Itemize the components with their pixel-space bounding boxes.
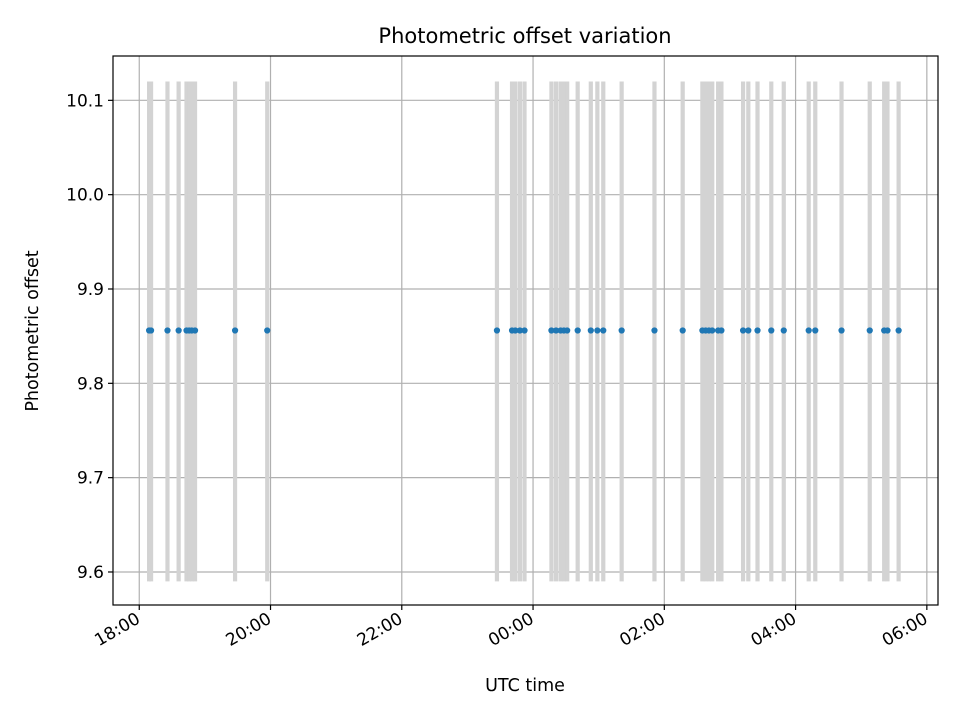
- y-axis: 9.6 9.7 9.8 9.9 10.0 10.1: [66, 91, 113, 583]
- x-tick-label: 18:00: [91, 609, 143, 651]
- data-point: [175, 327, 182, 334]
- data-point: [191, 327, 199, 334]
- data-point: [264, 327, 271, 334]
- data-point: [768, 327, 775, 334]
- data-point: [812, 327, 819, 334]
- data-point: [805, 327, 812, 334]
- data-point: [895, 327, 902, 334]
- data-points: [145, 327, 902, 334]
- data-point: [587, 327, 594, 334]
- data-point: [739, 327, 747, 334]
- data-point: [679, 327, 686, 334]
- data-point: [754, 327, 761, 334]
- x-axis-title: UTC time: [485, 676, 565, 696]
- data-point: [516, 327, 524, 334]
- data-point: [618, 327, 625, 334]
- data-point: [493, 327, 501, 334]
- data-point: [884, 327, 891, 334]
- y-tick-label: 10.0: [66, 186, 104, 206]
- x-tick-label: 04:00: [748, 609, 800, 651]
- x-tick-label: 22:00: [354, 609, 406, 651]
- y-tick-label: 9.9: [77, 280, 104, 300]
- data-point: [564, 327, 571, 334]
- data-point: [552, 327, 560, 334]
- x-tick-label: 02:00: [616, 609, 668, 651]
- data-point: [709, 327, 716, 334]
- data-point: [521, 327, 528, 334]
- data-point: [512, 327, 519, 334]
- data-point: [780, 327, 787, 334]
- data-point: [651, 327, 658, 334]
- data-point: [548, 327, 555, 334]
- x-tick-label: 00:00: [485, 609, 537, 651]
- x-axis: 18:00 20:00 22:00 00:00 02:00 04:00 06:00: [91, 605, 931, 651]
- data-point: [594, 327, 601, 334]
- data-point: [231, 327, 239, 334]
- chart-title: Photometric offset variation: [378, 24, 671, 48]
- data-point: [718, 327, 725, 334]
- y-tick-label: 9.6: [77, 563, 104, 583]
- x-tick-label: 06:00: [879, 609, 931, 651]
- y-tick-label: 9.8: [77, 374, 104, 394]
- plot-frame: [112, 55, 939, 606]
- y-tick-label: 10.1: [66, 91, 104, 111]
- y-tick-label: 9.7: [77, 469, 104, 489]
- data-point: [745, 327, 752, 334]
- data-point: [147, 327, 155, 334]
- data-point: [866, 327, 873, 334]
- data-point: [600, 327, 607, 334]
- data-point: [164, 327, 171, 334]
- x-tick-label: 20:00: [223, 609, 275, 651]
- data-point: [574, 327, 581, 334]
- data-point: [838, 327, 845, 334]
- y-axis-title: Photometric offset: [23, 250, 43, 411]
